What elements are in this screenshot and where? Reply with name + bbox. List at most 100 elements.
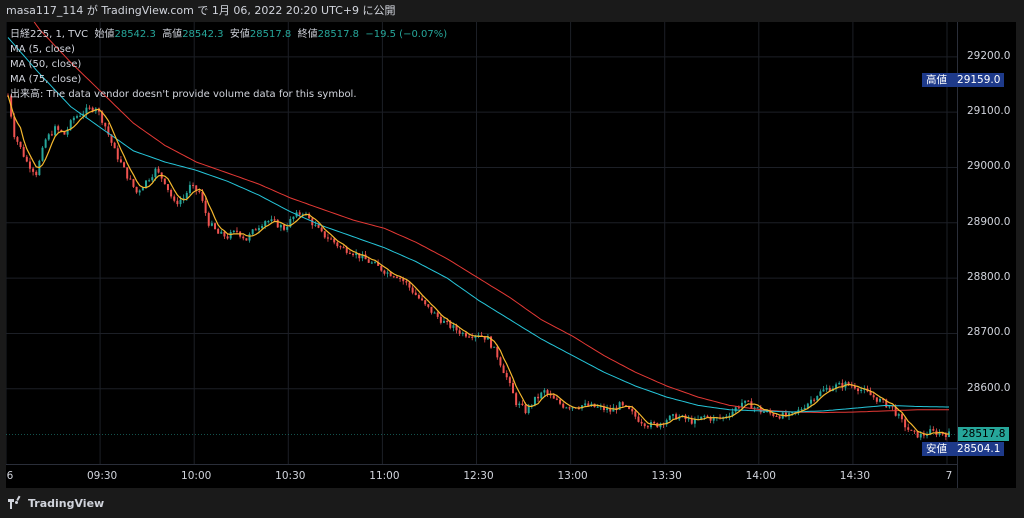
candle-body (706, 415, 709, 417)
candle-body (336, 242, 339, 247)
candle-body (25, 156, 28, 162)
candle-body (289, 219, 292, 227)
candle-body (762, 411, 765, 413)
candle-body (439, 316, 442, 323)
candle-body (301, 214, 304, 216)
candle-body (355, 253, 358, 256)
candle-body (57, 126, 60, 130)
candle-body (345, 247, 348, 253)
candle-body (637, 416, 640, 422)
candle-body (527, 405, 530, 414)
tradingview-logo[interactable]: TradingView (8, 495, 104, 510)
candle-body (424, 300, 427, 305)
candle-body (361, 254, 364, 259)
candle-body (515, 393, 518, 406)
candle-body (910, 429, 913, 431)
candle-body (659, 423, 662, 428)
candle-body (395, 276, 398, 278)
candle-body (123, 162, 126, 168)
candle-body (518, 403, 521, 406)
price-axis[interactable] (957, 22, 1016, 488)
candle-body (769, 410, 772, 414)
candle-body (468, 336, 471, 338)
candle-body (640, 421, 643, 424)
candle-body (430, 306, 433, 313)
candle-body (555, 398, 558, 400)
legend-ma5[interactable]: MA (5, close) (10, 44, 75, 55)
legend-ma75[interactable]: MA (75, close) (10, 74, 82, 85)
candle-body (875, 397, 878, 402)
candle-body (367, 259, 370, 263)
candle-body (464, 332, 467, 337)
candle-body (377, 262, 380, 266)
candle-body (135, 186, 138, 193)
price-tick-label: 29100.0 (967, 105, 1011, 118)
session-low-value: 28504.1 (957, 443, 1001, 456)
candle-body (530, 405, 533, 407)
candle-body (885, 399, 888, 408)
chart-legend: 日経225, 1, TVC 始値28542.3 高値28542.3 安値2851… (10, 27, 447, 102)
candle-body (308, 213, 311, 219)
chart-plot-area[interactable] (6, 22, 957, 464)
candle-body (69, 120, 72, 130)
candle-body (938, 432, 941, 435)
candle-body (552, 395, 555, 399)
candle-body (173, 196, 176, 201)
candle-body (775, 415, 778, 417)
candle-body (91, 107, 94, 112)
legend-ma50[interactable]: MA (50, close) (10, 59, 82, 70)
candle-body (267, 221, 270, 223)
candle-body (248, 234, 251, 241)
candle-body (461, 332, 464, 334)
time-tick-label: 14:00 (745, 470, 776, 482)
candle-body (257, 228, 260, 231)
candle-body (145, 180, 148, 188)
candle-body (734, 407, 737, 412)
candle-body (562, 403, 565, 408)
candle-body (358, 253, 361, 259)
candle-body (235, 230, 238, 232)
candle-body (188, 184, 191, 193)
candle-body (392, 276, 395, 278)
candle-body (32, 168, 35, 172)
candle-body (693, 419, 696, 424)
candle-body (13, 116, 16, 138)
candle-body (737, 407, 740, 409)
legend-symbol: 日経225, 1, TVC (10, 29, 89, 40)
candle-body (628, 406, 631, 409)
price-tick-label: 28600.0 (967, 381, 1011, 394)
candle-body (192, 184, 195, 186)
candle-body (72, 117, 75, 121)
candle-body (226, 236, 229, 239)
candle-body (599, 406, 602, 408)
price-chart-svg (6, 22, 957, 464)
time-axis[interactable] (6, 464, 957, 488)
candle-body (888, 406, 891, 408)
time-tick-label: 6 (6, 470, 14, 482)
candle-body (477, 335, 480, 337)
candle-body (446, 321, 449, 323)
session-high-value: 29159.0 (957, 73, 1001, 86)
candle-body (201, 192, 204, 201)
candle-body (797, 409, 800, 412)
candle-body (254, 229, 257, 231)
candle-body (132, 179, 135, 187)
candle-body (405, 281, 408, 283)
candle-body (148, 180, 151, 182)
candle-body (283, 225, 286, 230)
candle-body (675, 414, 678, 420)
candle-body (882, 398, 885, 400)
session-high-tag: 高値 29159.0 (922, 72, 1005, 87)
last-price-value: 28517.8 (962, 428, 1006, 441)
candle-body (411, 287, 414, 293)
candle-body (606, 408, 609, 411)
candle-body (276, 219, 279, 228)
legend-open-label: 始値 (94, 29, 115, 40)
candle-body (60, 129, 63, 132)
candle-body (919, 433, 922, 438)
candle-body (543, 390, 546, 393)
candle-body (703, 415, 706, 417)
candle-body (822, 389, 825, 392)
candle-body (163, 178, 166, 185)
candle-body (512, 383, 515, 394)
